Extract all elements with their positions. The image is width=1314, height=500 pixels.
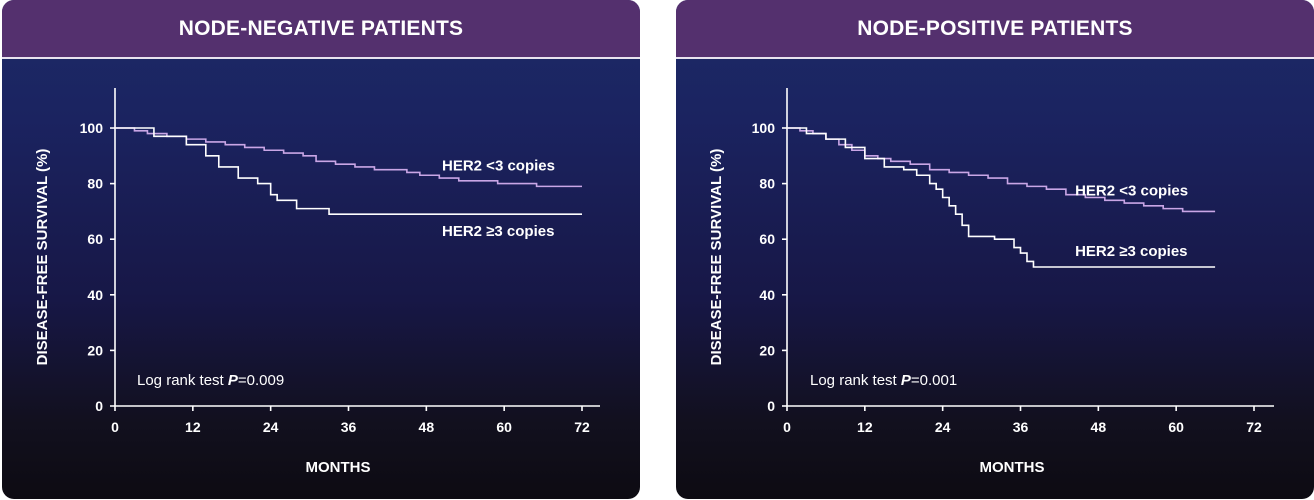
chart-panel-node-negative: NODE-NEGATIVE PATIENTS 0 20 40 60 80 100 0 12 24…	[2, 0, 640, 499]
x-tick-label: 12	[857, 419, 873, 435]
y-axis-title: DISEASE-FREE SURVIVAL (%)	[34, 149, 51, 366]
y-tick-label: 100	[752, 120, 776, 136]
x-tick-label: 48	[419, 419, 435, 435]
y-tick-label: 100	[80, 120, 104, 136]
y-tick-label: 60	[759, 231, 775, 247]
y-tick-label: 0	[95, 398, 103, 414]
series-label: HER2 ≥3 copies	[1075, 243, 1187, 260]
x-tick-label: 72	[574, 419, 590, 435]
series-label: HER2 <3 copies	[1075, 182, 1188, 199]
chart-title: NODE-NEGATIVE PATIENTS	[2, 0, 640, 59]
series-line-her2-ge3	[115, 127, 582, 215]
x-tick-label: 0	[783, 419, 791, 435]
x-tick-label: 60	[496, 419, 512, 435]
y-axis-title: DISEASE-FREE SURVIVAL (%)	[708, 149, 725, 366]
x-axis-title: MONTHS	[306, 459, 371, 476]
series-line-her2-lt3	[787, 127, 1216, 213]
log-rank-annotation: Log rank test P=0.001	[810, 372, 957, 389]
x-tick-label: 36	[1013, 419, 1029, 435]
survival-chart-node-positive: 0 20 40 60 80 100 0 12 24 36 48 60 72 MONTHS DISEASE-F…	[708, 88, 1274, 476]
x-tick-label: 72	[1246, 419, 1262, 435]
chart-title: NODE-POSITIVE PATIENTS	[676, 0, 1314, 59]
y-tick-label: 20	[87, 342, 103, 358]
y-tick-label: 0	[767, 398, 775, 414]
log-rank-annotation: Log rank test P=0.009	[137, 372, 284, 389]
x-tick-label: 36	[341, 419, 357, 435]
x-axis-title: MONTHS	[980, 459, 1045, 476]
survival-chart-node-negative: 0 20 40 60 80 100 0 12 24 36 48 60 72 MONTHS DISEASE-F…	[34, 88, 600, 476]
series-label: HER2 ≥3 copies	[442, 223, 554, 240]
chart-panel-node-positive: NODE-POSITIVE PATIENTS 0 20 40 60 80 100 0 12 24…	[676, 0, 1314, 499]
series-label: HER2 <3 copies	[442, 157, 555, 174]
series-line-her2-ge3	[787, 127, 1216, 268]
x-tick-label: 60	[1168, 419, 1184, 435]
x-tick-label: 12	[185, 419, 201, 435]
x-tick-label: 48	[1091, 419, 1107, 435]
y-tick-label: 80	[87, 176, 103, 192]
y-tick-label: 40	[87, 287, 103, 303]
y-tick-label: 60	[87, 231, 103, 247]
x-tick-label: 24	[935, 419, 951, 435]
x-tick-label: 0	[111, 419, 119, 435]
x-tick-label: 24	[263, 419, 279, 435]
y-tick-label: 80	[759, 176, 775, 192]
y-tick-label: 20	[759, 342, 775, 358]
y-tick-label: 40	[759, 287, 775, 303]
